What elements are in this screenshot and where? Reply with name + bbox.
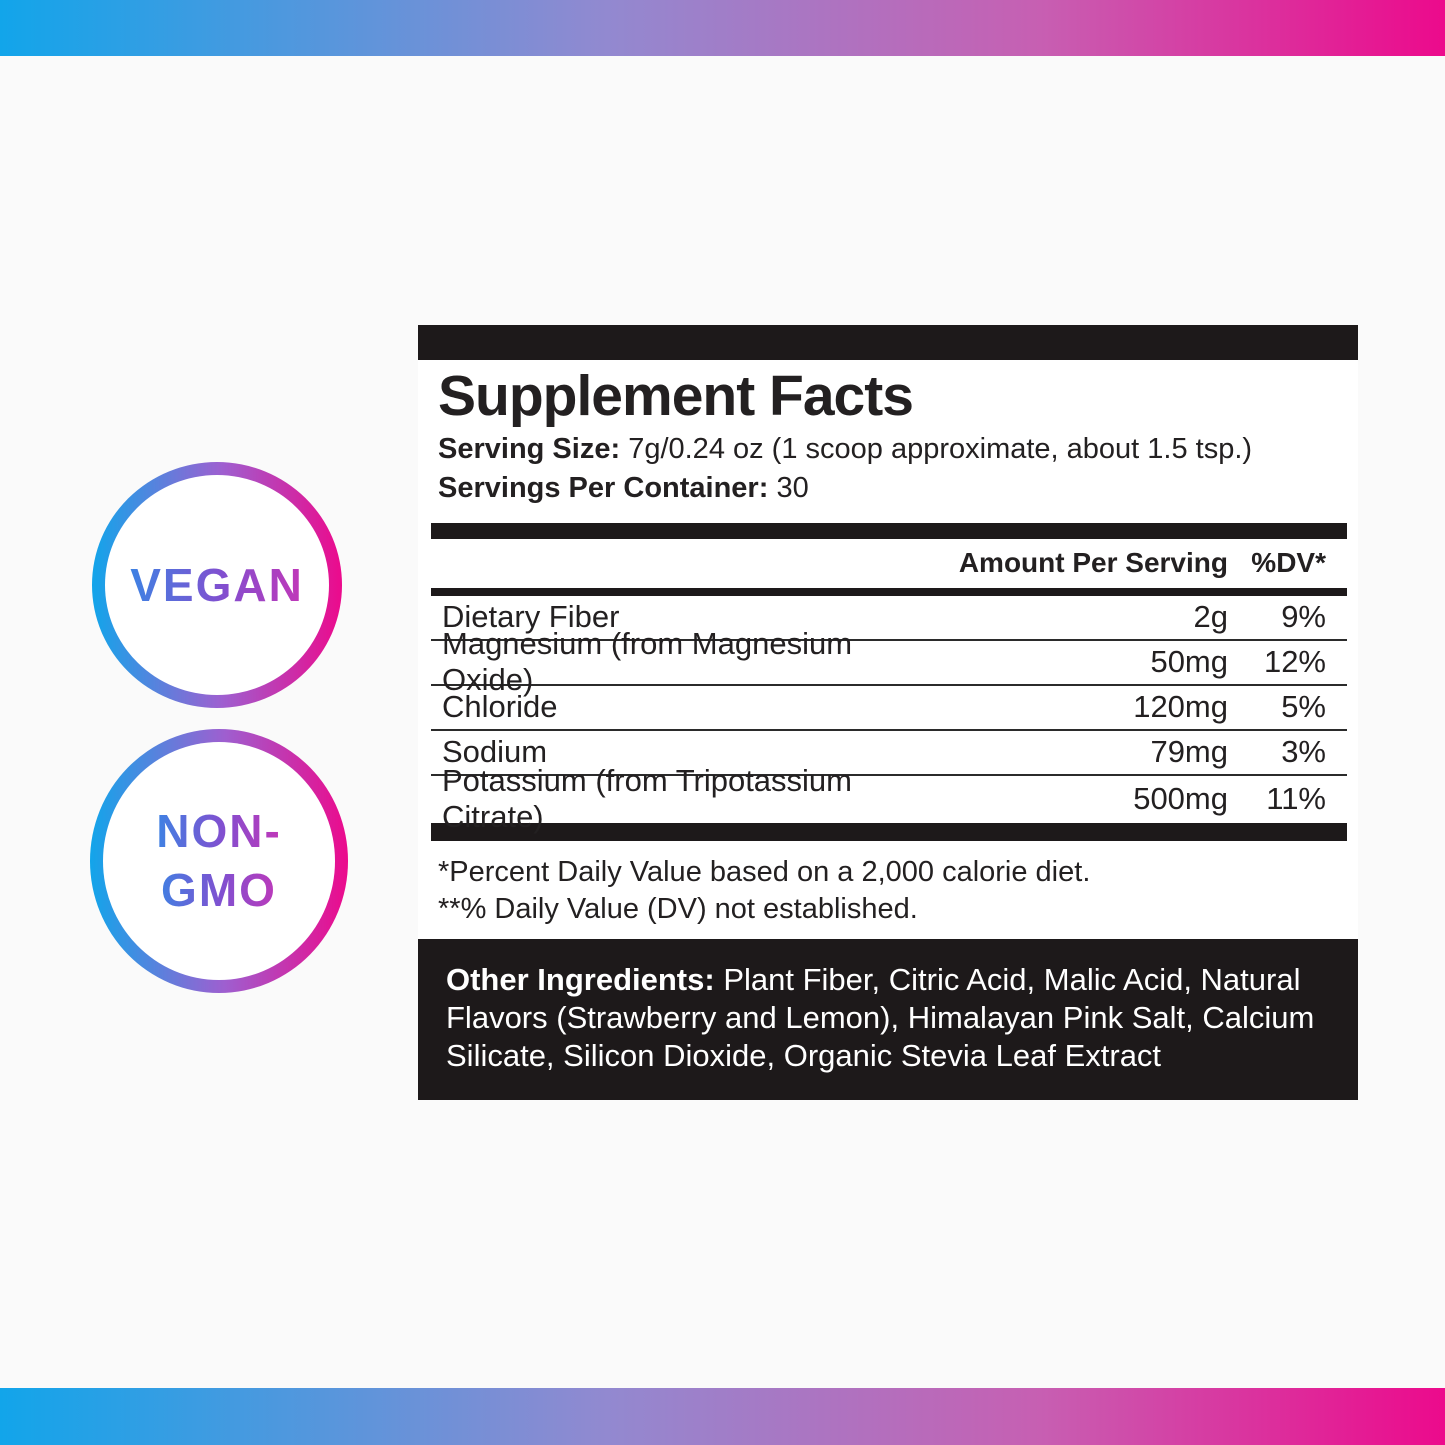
serving-size-value: 7g/0.24 oz (1 scoop approximate, about 1… [628, 433, 1253, 465]
nutrient-name: Chloride [442, 689, 558, 725]
table-row: Magnesium (from Magnesium Oxide) 50mg 12… [431, 626, 1347, 697]
nutrient-dv: 9% [1281, 599, 1326, 635]
nutrient-name: Dietary Fiber [442, 599, 620, 635]
other-ingredients-label: Other Ingredients: [446, 961, 715, 997]
nutrient-amount: 120mg [1133, 689, 1228, 725]
nutrient-amount: 500mg [1133, 781, 1228, 817]
amount-per-serving-header: Amount Per Serving [958, 547, 1228, 579]
dv-header: %DV* [1251, 547, 1326, 579]
table-header-rule [431, 587, 1347, 596]
nutrient-name: Sodium [442, 734, 548, 770]
nutrient-name: Magnesium (from Magnesium Oxide) [442, 626, 853, 698]
vegan-badge: VEGAN [92, 462, 342, 708]
servings-per-container-label: Servings Per Container: [438, 472, 769, 505]
nutrients-table: Amount Per Serving %DV* Dietary Fiber 2g… [431, 522, 1347, 834]
other-ingredients-text: Plant Fiber, Citric Acid, Malic Acid, Na… [446, 961, 1315, 1074]
nutrient-dv: 11% [1266, 781, 1326, 817]
other-ingredients-box: Other Ingredients: Plant Fiber, Citric A… [418, 938, 1358, 1100]
table-row: Chloride 120mg 5% [431, 686, 1347, 731]
non-gmo-line-1: NON- [156, 802, 282, 861]
table-header-row: Amount Per Serving %DV* [431, 539, 1347, 588]
table-row: Sodium 79mg 3% [431, 731, 1347, 776]
non-gmo-line-2: GMO [156, 861, 282, 920]
bottom-gradient-bar [0, 1388, 1445, 1445]
nutrient-dv: 3% [1281, 734, 1326, 770]
serving-size-line: Serving Size: 7g/0.24 oz (1 scoop approx… [438, 433, 1358, 465]
table-bottom-rule [431, 822, 1347, 841]
footnote-daily-value: *Percent Daily Value based on a 2,000 ca… [438, 855, 1091, 888]
table-row: Potassium (from Tripotassium Citrate) 50… [431, 763, 1347, 834]
nutrient-dv: 12% [1263, 644, 1326, 680]
table-row: Dietary Fiber 2g 9% [431, 596, 1347, 641]
table-top-rule [431, 522, 1347, 539]
serving-size-label: Serving Size: [438, 433, 621, 465]
panel-top-rule [418, 325, 1358, 360]
non-gmo-badge: NON- GMO [90, 729, 348, 993]
top-gradient-bar [0, 0, 1445, 56]
servings-per-container-value: 30 [776, 472, 809, 505]
servings-per-container-line: Servings Per Container: 30 [438, 472, 1358, 504]
nutrient-amount: 79mg [1150, 734, 1228, 770]
panel-title: Supplement Facts [438, 364, 914, 428]
nutrient-name: Potassium (from Tripotassium Citrate) [442, 763, 852, 835]
nutrient-dv: 5% [1281, 689, 1326, 725]
vegan-badge-label: VEGAN [130, 556, 304, 615]
footnote-dv-not-established: **% Daily Value (DV) not established. [438, 892, 918, 925]
supplement-facts-panel: Supplement Facts Serving Size: 7g/0.24 o… [418, 325, 1358, 1100]
non-gmo-badge-label: NON- GMO [156, 802, 282, 920]
nutrient-amount: 2g [1193, 599, 1228, 635]
nutrient-amount: 50mg [1150, 644, 1228, 680]
